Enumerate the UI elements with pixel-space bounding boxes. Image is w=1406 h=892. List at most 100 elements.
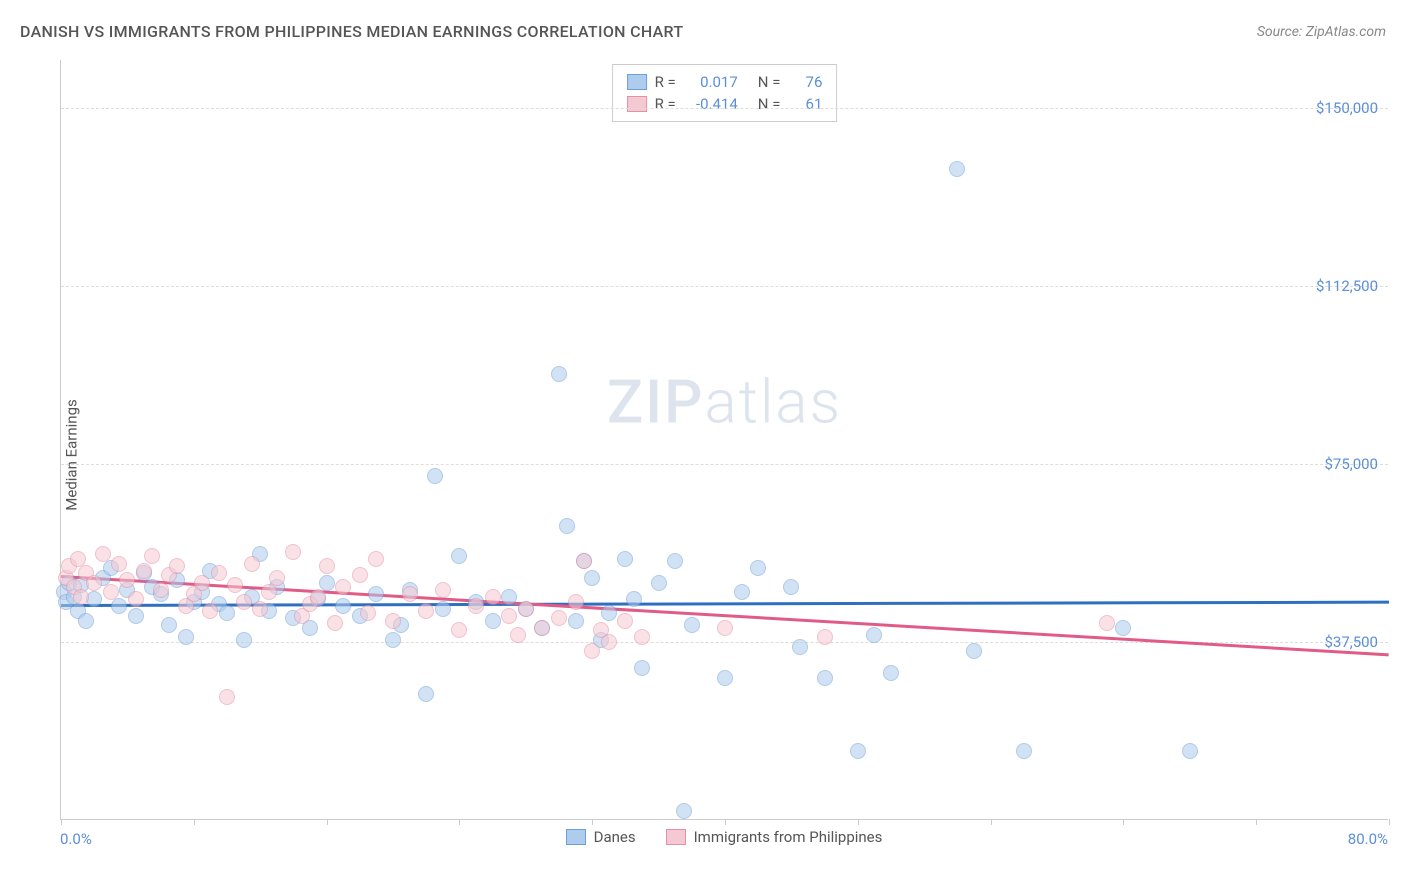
data-point (883, 665, 899, 681)
r-value-0: 0.017 (688, 73, 738, 91)
series-legend: Danes Immigrants from Philippines (60, 828, 1388, 846)
data-point (966, 643, 982, 659)
data-point (1016, 743, 1032, 759)
data-point (451, 622, 467, 638)
data-point (202, 603, 218, 619)
chart-container: Median Earnings ZIPatlas R = 0.017 N = 7… (48, 60, 1388, 850)
swatch-series-1 (627, 96, 647, 112)
source-attribution: Source: ZipAtlas.com (1257, 24, 1386, 40)
data-point (584, 643, 600, 659)
data-point (783, 579, 799, 595)
data-point (792, 639, 808, 655)
series-name-0: Danes (594, 828, 636, 846)
data-point (261, 584, 277, 600)
data-point (651, 575, 667, 591)
swatch-series-1 (666, 829, 686, 845)
data-point (368, 586, 384, 602)
data-point (817, 629, 833, 645)
data-point (319, 575, 335, 591)
swatch-series-0 (627, 74, 647, 90)
r-label: R = (655, 95, 676, 113)
x-tick (61, 819, 62, 825)
x-tick (194, 819, 195, 825)
n-value-1: 61 (792, 95, 822, 113)
y-tick-label: $75,000 (1324, 455, 1378, 473)
data-point (601, 634, 617, 650)
data-point (576, 553, 592, 569)
legend-item-1: Immigrants from Philippines (666, 828, 883, 846)
data-point (510, 627, 526, 643)
data-point (194, 575, 210, 591)
x-tick (1123, 819, 1124, 825)
data-point (435, 601, 451, 617)
data-point (418, 686, 434, 702)
data-point (485, 589, 501, 605)
data-point (634, 629, 650, 645)
data-point (119, 572, 135, 588)
data-point (86, 575, 102, 591)
data-point (161, 617, 177, 633)
r-value-1: -0.414 (688, 95, 738, 113)
data-point (817, 670, 833, 686)
data-point (534, 620, 550, 636)
data-point (95, 546, 111, 562)
x-tick (991, 819, 992, 825)
data-point (335, 579, 351, 595)
data-point (385, 632, 401, 648)
watermark-part1: ZIP (607, 366, 704, 437)
data-point (227, 577, 243, 593)
plot-area: ZIPatlas R = 0.017 N = 76 R = -0.414 N =… (60, 60, 1388, 820)
correlation-legend: R = 0.017 N = 76 R = -0.414 N = 61 (612, 64, 838, 122)
legend-item-0: Danes (566, 828, 636, 846)
data-point (169, 558, 185, 574)
data-point (128, 608, 144, 624)
data-point (1115, 620, 1131, 636)
data-point (128, 591, 144, 607)
data-point (319, 558, 335, 574)
data-point (451, 548, 467, 564)
data-point (468, 598, 484, 614)
watermark-part2: atlas (704, 366, 842, 437)
data-point (244, 556, 260, 572)
x-tick (1256, 819, 1257, 825)
data-point (385, 613, 401, 629)
data-point (178, 629, 194, 645)
data-point (153, 582, 169, 598)
swatch-series-0 (566, 829, 586, 845)
data-point (368, 551, 384, 567)
data-point (360, 605, 376, 621)
legend-row-series-0: R = 0.017 N = 76 (627, 71, 823, 93)
data-point (352, 567, 368, 583)
data-point (617, 613, 633, 629)
y-tick-label: $150,000 (1316, 99, 1378, 117)
x-tick (459, 819, 460, 825)
data-point (667, 553, 683, 569)
data-point (269, 570, 285, 586)
data-point (285, 544, 301, 560)
y-tick-label: $37,500 (1324, 633, 1378, 651)
data-point (73, 589, 89, 605)
n-label: N = (758, 73, 781, 91)
data-point (518, 601, 534, 617)
data-point (949, 161, 965, 177)
data-point (551, 366, 567, 382)
data-point (418, 603, 434, 619)
data-point (111, 556, 127, 572)
chart-title: DANISH VS IMMIGRANTS FROM PHILIPPINES ME… (20, 22, 683, 41)
grid-line (61, 286, 1388, 287)
data-point (211, 565, 227, 581)
grid-line (61, 108, 1388, 109)
data-point (501, 589, 517, 605)
data-point (568, 613, 584, 629)
data-point (584, 570, 600, 586)
data-point (551, 610, 567, 626)
data-point (219, 689, 235, 705)
data-point (717, 670, 733, 686)
data-point (219, 605, 235, 621)
data-point (78, 613, 94, 629)
data-point (559, 518, 575, 534)
x-tick (592, 819, 593, 825)
data-point (634, 660, 650, 676)
x-tick (327, 819, 328, 825)
data-point (335, 598, 351, 614)
